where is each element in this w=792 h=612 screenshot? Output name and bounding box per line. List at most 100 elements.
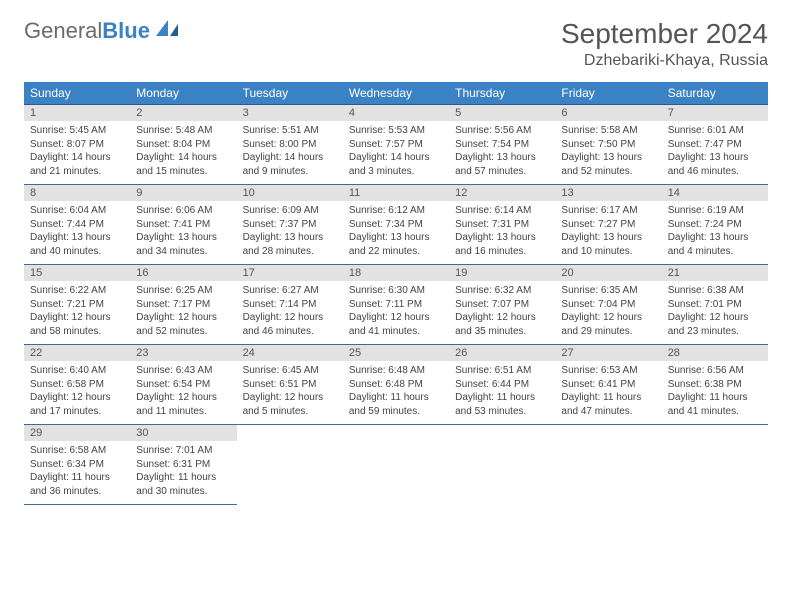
day-content: Sunrise: 6:40 AMSunset: 6:58 PMDaylight:… xyxy=(24,361,130,424)
sunrise-line: Sunrise: 6:48 AM xyxy=(349,364,443,378)
logo: GeneralBlue xyxy=(24,18,182,44)
day-cell: 24Sunrise: 6:45 AMSunset: 6:51 PMDayligh… xyxy=(237,345,343,425)
sunset-line: Sunset: 6:41 PM xyxy=(561,378,655,392)
day-content: Sunrise: 6:48 AMSunset: 6:48 PMDaylight:… xyxy=(343,361,449,424)
day-number: 2 xyxy=(130,105,236,121)
day-cell: 18Sunrise: 6:30 AMSunset: 7:11 PMDayligh… xyxy=(343,265,449,345)
sunset-line: Sunset: 8:00 PM xyxy=(243,138,337,152)
day-number: 6 xyxy=(555,105,661,121)
logo-text-blue: Blue xyxy=(102,18,150,44)
day-header-monday: Monday xyxy=(130,82,236,105)
day-content: Sunrise: 6:06 AMSunset: 7:41 PMDaylight:… xyxy=(130,201,236,264)
day-header-thursday: Thursday xyxy=(449,82,555,105)
day-number: 24 xyxy=(237,345,343,361)
day-number: 17 xyxy=(237,265,343,281)
day-header-saturday: Saturday xyxy=(662,82,768,105)
sunrise-line: Sunrise: 5:56 AM xyxy=(455,124,549,138)
daylight-line: Daylight: 11 hours and 53 minutes. xyxy=(455,391,549,418)
daylight-line: Daylight: 14 hours and 3 minutes. xyxy=(349,151,443,178)
sunrise-line: Sunrise: 6:06 AM xyxy=(136,204,230,218)
day-cell: 23Sunrise: 6:43 AMSunset: 6:54 PMDayligh… xyxy=(130,345,236,425)
day-number: 22 xyxy=(24,345,130,361)
sunset-line: Sunset: 7:41 PM xyxy=(136,218,230,232)
sunrise-line: Sunrise: 6:32 AM xyxy=(455,284,549,298)
day-number: 15 xyxy=(24,265,130,281)
sunrise-line: Sunrise: 6:35 AM xyxy=(561,284,655,298)
daylight-line: Daylight: 12 hours and 29 minutes. xyxy=(561,311,655,338)
day-content: Sunrise: 6:32 AMSunset: 7:07 PMDaylight:… xyxy=(449,281,555,344)
sunrise-line: Sunrise: 5:58 AM xyxy=(561,124,655,138)
sunset-line: Sunset: 6:31 PM xyxy=(136,458,230,472)
sunrise-line: Sunrise: 6:01 AM xyxy=(668,124,762,138)
day-content: Sunrise: 5:58 AMSunset: 7:50 PMDaylight:… xyxy=(555,121,661,184)
day-content: Sunrise: 5:53 AMSunset: 7:57 PMDaylight:… xyxy=(343,121,449,184)
month-title: September 2024 xyxy=(561,18,768,50)
sunset-line: Sunset: 6:44 PM xyxy=(455,378,549,392)
day-header-friday: Friday xyxy=(555,82,661,105)
sunrise-line: Sunrise: 5:53 AM xyxy=(349,124,443,138)
day-header-sunday: Sunday xyxy=(24,82,130,105)
sunset-line: Sunset: 7:31 PM xyxy=(455,218,549,232)
daylight-line: Daylight: 13 hours and 57 minutes. xyxy=(455,151,549,178)
day-content: Sunrise: 6:12 AMSunset: 7:34 PMDaylight:… xyxy=(343,201,449,264)
sunset-line: Sunset: 7:17 PM xyxy=(136,298,230,312)
day-cell: 19Sunrise: 6:32 AMSunset: 7:07 PMDayligh… xyxy=(449,265,555,345)
day-cell: 1Sunrise: 5:45 AMSunset: 8:07 PMDaylight… xyxy=(24,105,130,185)
daylight-line: Daylight: 14 hours and 9 minutes. xyxy=(243,151,337,178)
sunrise-line: Sunrise: 6:04 AM xyxy=(30,204,124,218)
day-cell: 12Sunrise: 6:14 AMSunset: 7:31 PMDayligh… xyxy=(449,185,555,265)
day-cell: 8Sunrise: 6:04 AMSunset: 7:44 PMDaylight… xyxy=(24,185,130,265)
sunrise-line: Sunrise: 6:40 AM xyxy=(30,364,124,378)
empty-cell xyxy=(237,425,343,505)
sunset-line: Sunset: 6:48 PM xyxy=(349,378,443,392)
empty-cell xyxy=(662,425,768,505)
day-number: 13 xyxy=(555,185,661,201)
sunset-line: Sunset: 7:50 PM xyxy=(561,138,655,152)
daylight-line: Daylight: 12 hours and 35 minutes. xyxy=(455,311,549,338)
day-content: Sunrise: 6:53 AMSunset: 6:41 PMDaylight:… xyxy=(555,361,661,424)
sunset-line: Sunset: 6:34 PM xyxy=(30,458,124,472)
page-header: GeneralBlue September 2024 Dzhebariki-Kh… xyxy=(24,18,768,70)
day-cell: 10Sunrise: 6:09 AMSunset: 7:37 PMDayligh… xyxy=(237,185,343,265)
empty-cell xyxy=(343,425,449,505)
daylight-line: Daylight: 12 hours and 17 minutes. xyxy=(30,391,124,418)
day-cell: 13Sunrise: 6:17 AMSunset: 7:27 PMDayligh… xyxy=(555,185,661,265)
sunset-line: Sunset: 7:04 PM xyxy=(561,298,655,312)
day-content: Sunrise: 6:22 AMSunset: 7:21 PMDaylight:… xyxy=(24,281,130,344)
location: Dzhebariki-Khaya, Russia xyxy=(561,52,768,70)
day-number: 5 xyxy=(449,105,555,121)
day-cell: 14Sunrise: 6:19 AMSunset: 7:24 PMDayligh… xyxy=(662,185,768,265)
daylight-line: Daylight: 13 hours and 4 minutes. xyxy=(668,231,762,258)
day-cell: 2Sunrise: 5:48 AMSunset: 8:04 PMDaylight… xyxy=(130,105,236,185)
daylight-line: Daylight: 14 hours and 15 minutes. xyxy=(136,151,230,178)
day-content: Sunrise: 6:45 AMSunset: 6:51 PMDaylight:… xyxy=(237,361,343,424)
day-number: 3 xyxy=(237,105,343,121)
day-number: 28 xyxy=(662,345,768,361)
daylight-line: Daylight: 12 hours and 41 minutes. xyxy=(349,311,443,338)
day-cell: 4Sunrise: 5:53 AMSunset: 7:57 PMDaylight… xyxy=(343,105,449,185)
day-content: Sunrise: 5:48 AMSunset: 8:04 PMDaylight:… xyxy=(130,121,236,184)
day-number: 21 xyxy=(662,265,768,281)
day-cell: 3Sunrise: 5:51 AMSunset: 8:00 PMDaylight… xyxy=(237,105,343,185)
sunrise-line: Sunrise: 6:25 AM xyxy=(136,284,230,298)
sunrise-line: Sunrise: 6:53 AM xyxy=(561,364,655,378)
day-content: Sunrise: 5:56 AMSunset: 7:54 PMDaylight:… xyxy=(449,121,555,184)
day-header-row: Sunday Monday Tuesday Wednesday Thursday… xyxy=(24,82,768,105)
day-cell: 6Sunrise: 5:58 AMSunset: 7:50 PMDaylight… xyxy=(555,105,661,185)
daylight-line: Daylight: 12 hours and 58 minutes. xyxy=(30,311,124,338)
day-content: Sunrise: 6:58 AMSunset: 6:34 PMDaylight:… xyxy=(24,441,130,504)
day-number: 20 xyxy=(555,265,661,281)
day-cell: 22Sunrise: 6:40 AMSunset: 6:58 PMDayligh… xyxy=(24,345,130,425)
day-cell: 28Sunrise: 6:56 AMSunset: 6:38 PMDayligh… xyxy=(662,345,768,425)
logo-text-gray: General xyxy=(24,18,102,44)
day-number: 4 xyxy=(343,105,449,121)
daylight-line: Daylight: 11 hours and 59 minutes. xyxy=(349,391,443,418)
sunset-line: Sunset: 7:34 PM xyxy=(349,218,443,232)
day-cell: 21Sunrise: 6:38 AMSunset: 7:01 PMDayligh… xyxy=(662,265,768,345)
day-content: Sunrise: 6:27 AMSunset: 7:14 PMDaylight:… xyxy=(237,281,343,344)
sunset-line: Sunset: 8:07 PM xyxy=(30,138,124,152)
day-cell: 25Sunrise: 6:48 AMSunset: 6:48 PMDayligh… xyxy=(343,345,449,425)
daylight-line: Daylight: 13 hours and 34 minutes. xyxy=(136,231,230,258)
sunrise-line: Sunrise: 6:30 AM xyxy=(349,284,443,298)
day-number: 9 xyxy=(130,185,236,201)
